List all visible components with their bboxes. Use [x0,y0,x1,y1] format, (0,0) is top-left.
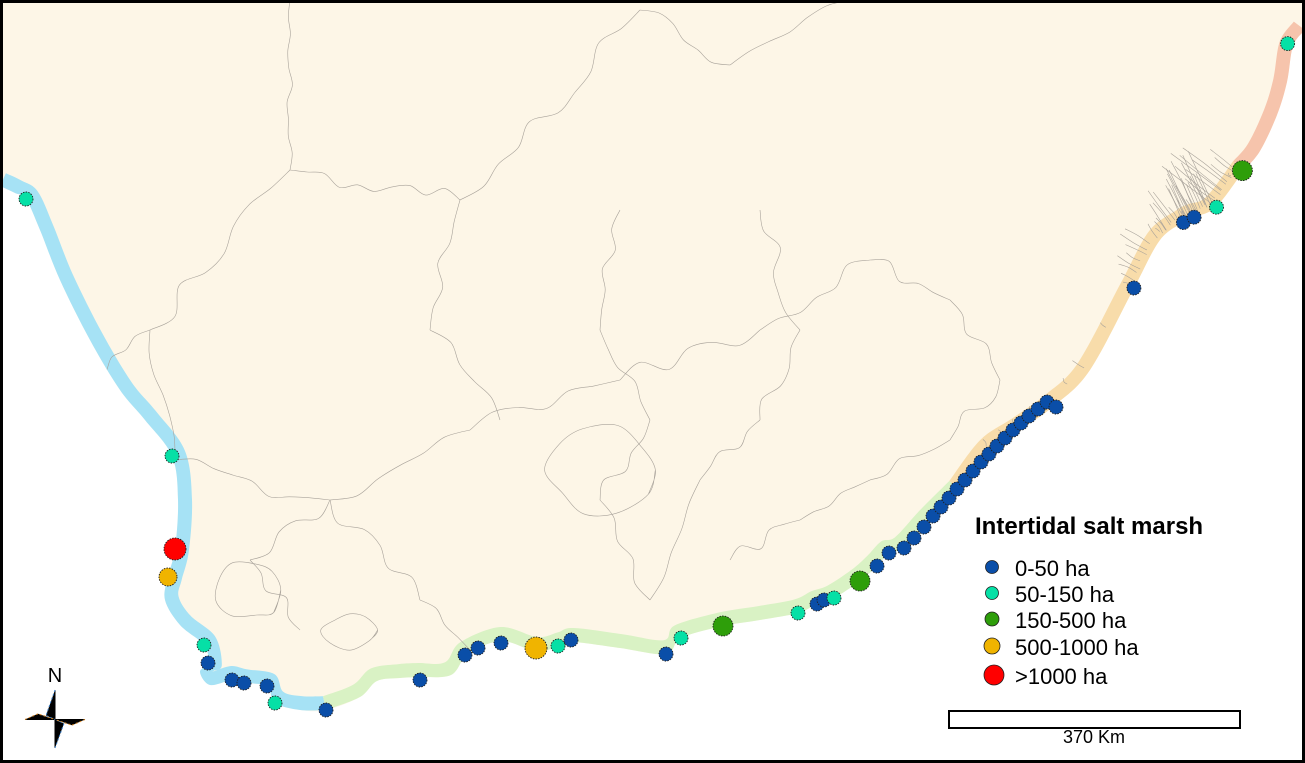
svg-text:Intertidal salt marsh: Intertidal salt marsh [975,513,1203,540]
svg-text:0-50 ha: 0-50 ha [1015,556,1090,581]
svg-text:370 Km: 370 Km [1063,727,1125,747]
svg-text:150-500 ha: 150-500 ha [1015,608,1127,633]
svg-text:50-150 ha: 50-150 ha [1015,582,1115,607]
svg-text:N: N [48,665,62,687]
svg-text:>1000 ha: >1000 ha [1015,664,1108,689]
svg-text:500-1000 ha: 500-1000 ha [1015,635,1139,660]
